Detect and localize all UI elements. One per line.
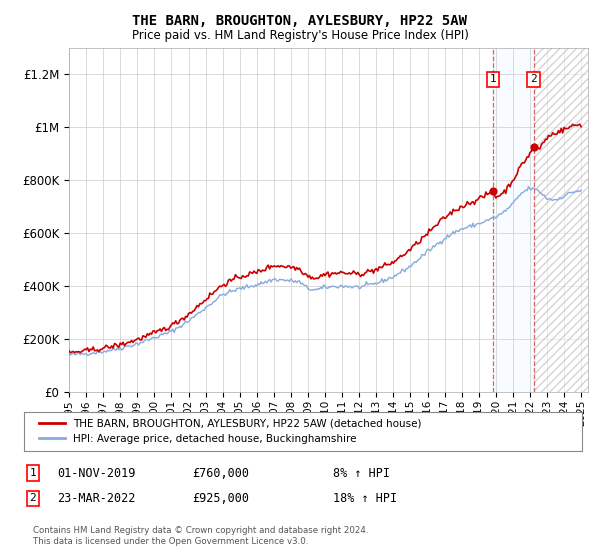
Text: £760,000: £760,000 — [192, 466, 249, 480]
Text: 2: 2 — [530, 74, 537, 85]
Text: £925,000: £925,000 — [192, 492, 249, 505]
Text: 23-MAR-2022: 23-MAR-2022 — [57, 492, 136, 505]
Text: Price paid vs. HM Land Registry's House Price Index (HPI): Price paid vs. HM Land Registry's House … — [131, 29, 469, 42]
Bar — [493, 48, 533, 392]
Bar — [533, 48, 588, 392]
Text: Contains HM Land Registry data © Crown copyright and database right 2024.
This d: Contains HM Land Registry data © Crown c… — [33, 526, 368, 546]
Legend: THE BARN, BROUGHTON, AYLESBURY, HP22 5AW (detached house), HPI: Average price, d: THE BARN, BROUGHTON, AYLESBURY, HP22 5AW… — [35, 414, 426, 448]
Point — [529, 142, 538, 151]
Text: 01-NOV-2019: 01-NOV-2019 — [57, 466, 136, 480]
Text: THE BARN, BROUGHTON, AYLESBURY, HP22 5AW: THE BARN, BROUGHTON, AYLESBURY, HP22 5AW — [133, 14, 467, 28]
Point — [488, 186, 498, 195]
Text: 8% ↑ HPI: 8% ↑ HPI — [333, 466, 390, 480]
Text: 18% ↑ HPI: 18% ↑ HPI — [333, 492, 397, 505]
Text: 1: 1 — [490, 74, 496, 85]
Text: 1: 1 — [29, 468, 37, 478]
Text: 2: 2 — [29, 493, 37, 503]
